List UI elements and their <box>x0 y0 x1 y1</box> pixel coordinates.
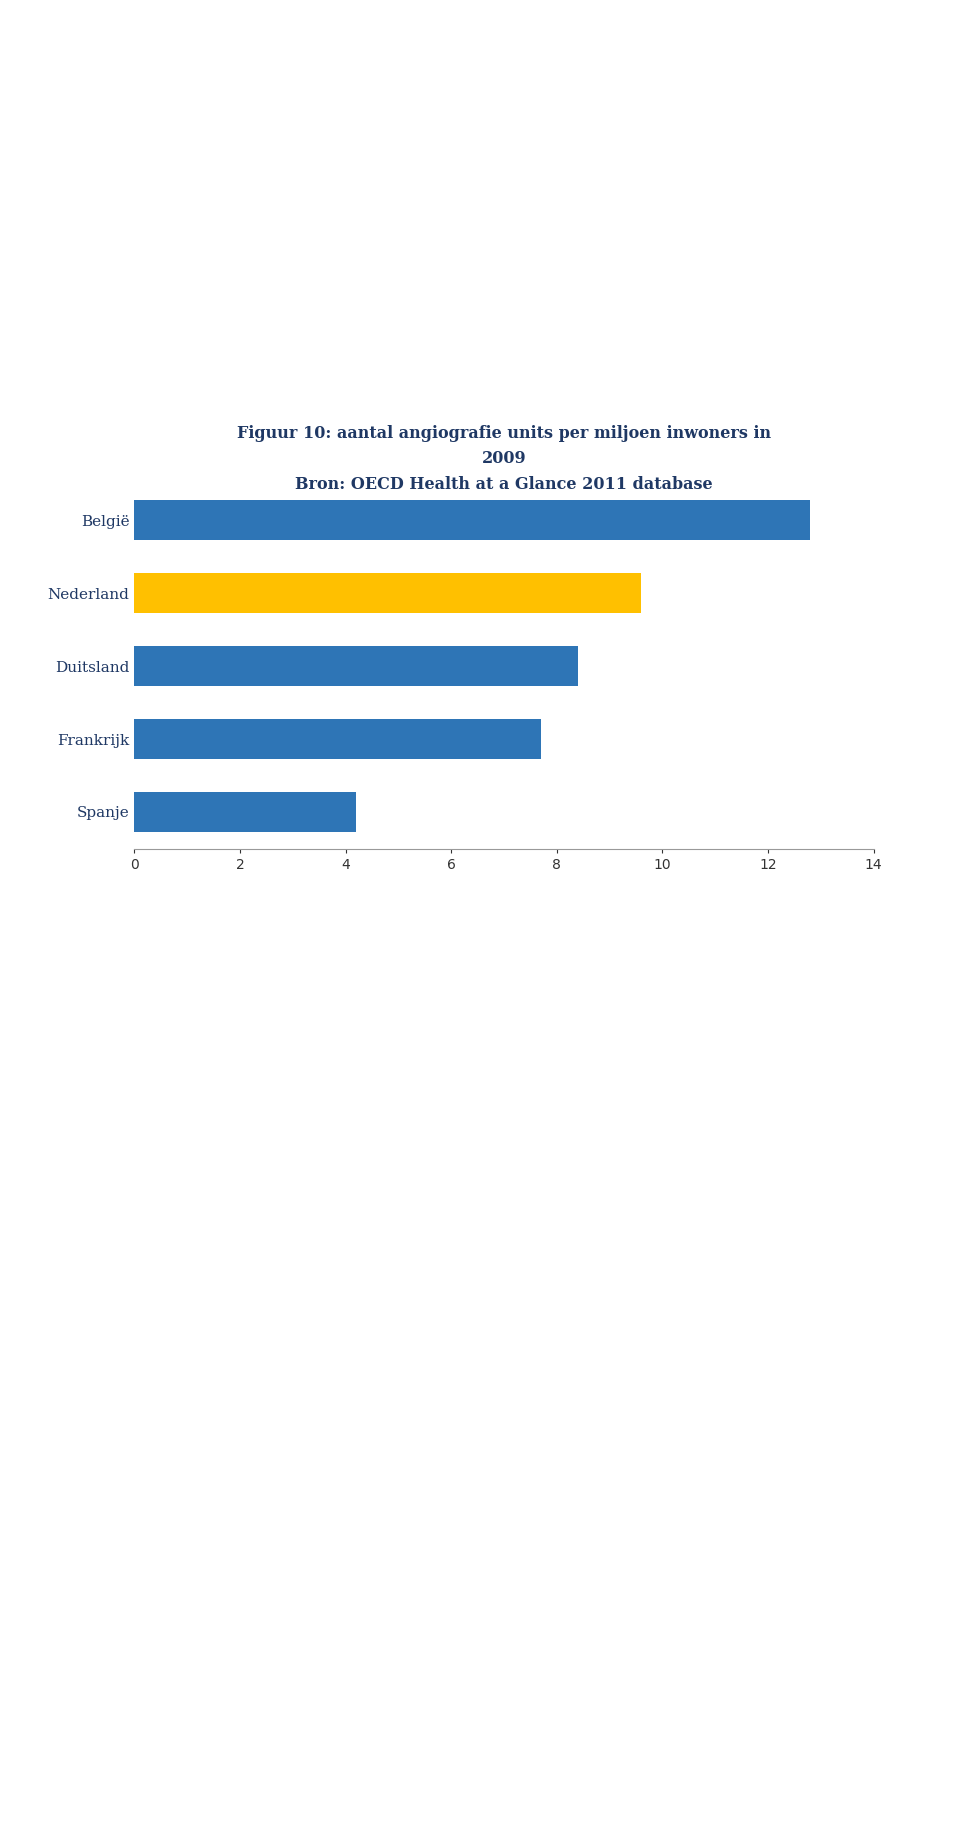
Bar <box>134 500 810 540</box>
Bar <box>134 719 541 759</box>
Bar <box>134 573 641 613</box>
Bar <box>134 792 356 832</box>
Bar <box>134 646 578 686</box>
Text: 2009: 2009 <box>482 451 526 467</box>
Text: Figuur 10: aantal angiografie units per miljoen inwoners in: Figuur 10: aantal angiografie units per … <box>237 425 771 442</box>
Text: Bron: OECD Health at a Glance 2011 database: Bron: OECD Health at a Glance 2011 datab… <box>295 476 713 493</box>
